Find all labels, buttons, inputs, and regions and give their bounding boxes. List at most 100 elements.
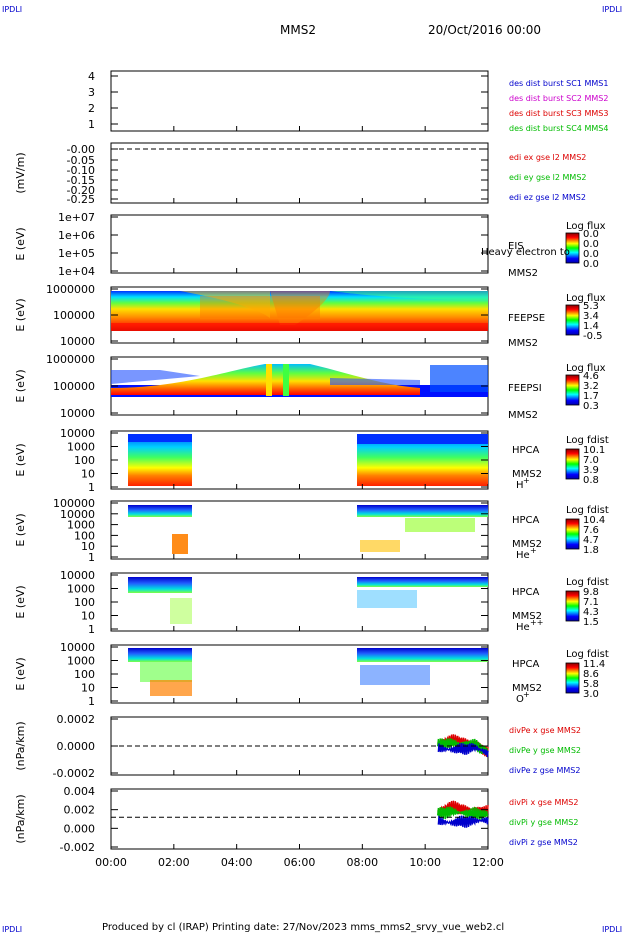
y-tick-label: 100000 xyxy=(53,497,95,510)
spacecraft-label: MMS2 xyxy=(512,469,542,480)
y-tick-label: 1000 xyxy=(67,583,95,596)
plot-date: 20/Oct/2016 00:00 xyxy=(428,23,541,37)
colorbar-tick-label: 4.3 xyxy=(583,607,599,618)
colorbar-title: Log fdist xyxy=(566,435,609,446)
spacecraft-label: MMS2 xyxy=(508,338,538,349)
colorbar-title: Log fdist xyxy=(566,505,609,516)
instrument-label: HPCA xyxy=(512,659,540,670)
colorbar xyxy=(565,374,580,406)
colorbar-tick-label: 3.9 xyxy=(583,465,599,476)
corner-label-bottom-left: IPDLI xyxy=(2,925,22,934)
charge-label: + xyxy=(530,546,537,555)
panel-frame xyxy=(110,788,489,850)
footer-credits: Produced by cl (IRAP) Printing date: 27/… xyxy=(102,922,504,933)
axes: 1 2 3 4 des dist burst SC1 MMS1 des dist burs… xyxy=(14,70,609,869)
hpca-heplus-spectrogram xyxy=(128,505,488,554)
panel-frame xyxy=(110,70,489,132)
x-tick-label: 02:00 xyxy=(158,856,190,869)
y-tick-label: 1000 xyxy=(67,519,95,532)
y-axis-label: E (eV) xyxy=(14,585,27,618)
colorbar-tick-label: 4.6 xyxy=(583,371,599,382)
y-tick-label: 10 xyxy=(81,682,95,695)
colorbar-tick-label: 0.0 xyxy=(583,229,599,240)
species-label: H xyxy=(516,480,524,491)
series-line xyxy=(437,815,489,828)
y-tick-label: -0.00 xyxy=(67,143,95,156)
y-axis-label: E (eV) xyxy=(14,227,27,260)
y-axis-label: E (eV) xyxy=(14,657,27,690)
y-tick-label: 1e+05 xyxy=(58,247,95,260)
feepsi-spectrogram xyxy=(111,364,488,397)
y-tick-label: 1 xyxy=(88,118,95,131)
spacecraft-label: MMS2 xyxy=(512,539,542,550)
colorbar xyxy=(565,448,580,480)
y-tick-label: 3 xyxy=(88,86,95,99)
y-axis-label: (nPa/km) xyxy=(14,794,27,843)
instrument-label: FEEPSE xyxy=(508,313,545,324)
colorbar-tick-label: 5.8 xyxy=(583,679,599,690)
y-axis-label: (nPa/km) xyxy=(14,721,27,770)
y-tick-label: 10 xyxy=(81,468,95,481)
colorbar-tick-label: 0.0 xyxy=(583,249,599,260)
colorbar-tick-label: 0.0 xyxy=(583,239,599,250)
legend-entry: des dist burst SC1 MMS1 xyxy=(509,79,608,88)
instrument-label: FEEPSI xyxy=(508,383,542,394)
legend-entry: des dist burst SC4 MMS4 xyxy=(509,124,608,133)
y-tick-label: 10000 xyxy=(60,407,95,420)
y-axis-label: E (eV) xyxy=(14,369,27,402)
y-tick-label: 100 xyxy=(74,668,95,681)
y-tick-label: 100 xyxy=(74,529,95,542)
colorbar-tick-label: 10.4 xyxy=(583,515,605,526)
x-tick-label: 00:00 xyxy=(95,856,127,869)
colorbar-tick-label: 3.0 xyxy=(583,689,599,700)
colorbar xyxy=(565,518,580,550)
overlay-label: Heavy electron to xyxy=(481,247,570,258)
y-tick-label: 100 xyxy=(74,454,95,467)
colorbar-title: Log flux xyxy=(566,221,606,232)
y-axis-label: (mV/m) xyxy=(14,152,27,193)
colorbar-title: Log fdist xyxy=(566,649,609,660)
colorbar-tick-label: 7.0 xyxy=(583,455,599,466)
colorbar-tick-label: 3.4 xyxy=(583,311,599,322)
colorbar-title: Log flux xyxy=(566,293,606,304)
y-tick-label: 1 xyxy=(88,623,95,636)
x-tick-label: 08:00 xyxy=(346,856,378,869)
colorbar xyxy=(565,662,580,694)
spacecraft-label: MMS2 xyxy=(512,611,542,622)
colorbar-tick-label: 7.1 xyxy=(583,597,599,608)
colorbar-tick-label: 1.5 xyxy=(583,617,599,628)
y-tick-label: 0.0002 xyxy=(57,713,96,726)
colorbar-tick-label: 11.4 xyxy=(583,659,605,670)
y-tick-label: 10000 xyxy=(60,335,95,348)
spectrogram-fills xyxy=(111,291,488,696)
legend-entry: divPi x gse MMS2 xyxy=(509,798,578,807)
feepse-spectrogram xyxy=(111,291,488,331)
colorbar-tick-label: 1.8 xyxy=(583,545,599,556)
x-tick-label: 04:00 xyxy=(221,856,253,869)
spacecraft-label: MMS2 xyxy=(508,268,538,279)
y-tick-label: 1e+06 xyxy=(58,229,95,242)
series-line xyxy=(437,742,489,758)
series-line xyxy=(437,737,489,756)
y-tick-label: 100000 xyxy=(53,309,95,322)
y-tick-label: 1 xyxy=(88,481,95,494)
corner-label-top-right: IPDLI xyxy=(602,5,622,14)
y-tick-label: 100 xyxy=(74,596,95,609)
x-tick-label: 06:00 xyxy=(284,856,316,869)
colorbar-tick-label: 7.6 xyxy=(583,525,599,536)
y-tick-label: 1 xyxy=(88,695,95,708)
colorbar xyxy=(565,232,580,264)
y-tick-label: 10000 xyxy=(60,641,95,654)
panel-frame xyxy=(110,142,489,204)
y-tick-label: 4 xyxy=(88,70,95,83)
species-label: O xyxy=(516,694,524,705)
y-tick-label: 1000000 xyxy=(46,283,95,296)
y-tick-label: -0.20 xyxy=(67,184,95,197)
colorbar-tick-label: 9.8 xyxy=(583,587,599,598)
y-tick-label: 0.0000 xyxy=(57,740,96,753)
y-tick-label: -0.15 xyxy=(67,174,95,187)
instrument-label: HPCA xyxy=(512,515,540,526)
y-tick-label: 1 xyxy=(88,551,95,564)
colorbar-tick-label: 8.6 xyxy=(583,669,599,680)
